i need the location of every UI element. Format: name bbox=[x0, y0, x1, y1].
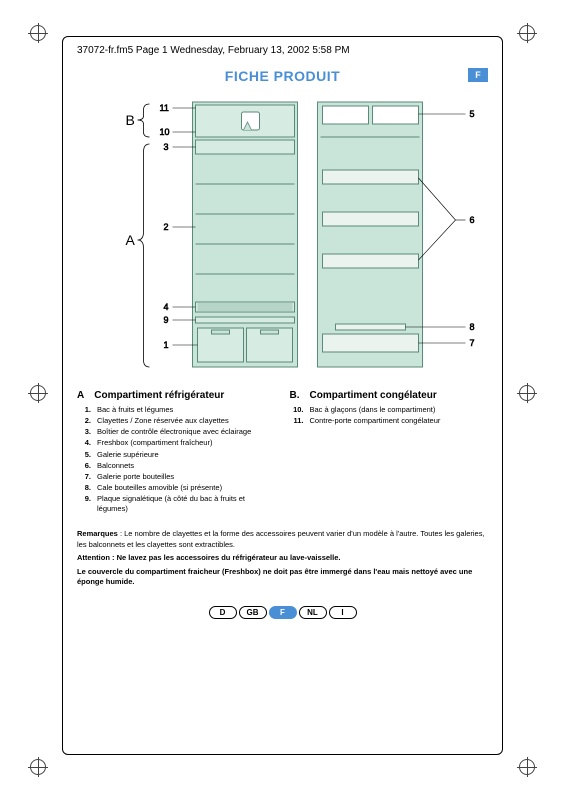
item-number: 4. bbox=[77, 438, 91, 448]
item-label: Freshbox (compartiment fraîcheur) bbox=[97, 438, 276, 448]
list-item: 4. Freshbox (compartiment fraîcheur) bbox=[77, 438, 276, 448]
section-a-letter: A bbox=[77, 390, 84, 401]
registration-mark-icon bbox=[30, 385, 46, 401]
item-number: 9. bbox=[77, 494, 91, 514]
list-item: 7. Galerie porte bouteilles bbox=[77, 472, 276, 482]
remarks: Remarques : Le nombre de clayettes et la… bbox=[77, 529, 488, 588]
registration-mark-icon bbox=[30, 25, 46, 41]
item-number: 8. bbox=[77, 483, 91, 493]
svg-text:1: 1 bbox=[164, 340, 169, 350]
list-item: 6. Balconnets bbox=[77, 461, 276, 471]
content-frame: 37072-fr.fm5 Page 1 Wednesday, February … bbox=[62, 36, 503, 755]
item-number: 10. bbox=[290, 405, 304, 415]
remarks-text-1: : Le nombre de clayettes et la forme des… bbox=[77, 529, 485, 549]
svg-text:11: 11 bbox=[160, 103, 169, 113]
fridge-diagram-svg: B A 11 10 3 2 4 9 1 5 bbox=[77, 92, 488, 382]
section-a: A Compartiment réfrigérateur 1. Bac à fru… bbox=[77, 390, 276, 515]
section-a-list: 1. Bac à fruits et légumes 2. Clayettes / Z… bbox=[77, 405, 276, 514]
language-selector: DGBFNLI bbox=[77, 602, 488, 620]
svg-text:10: 10 bbox=[160, 127, 170, 137]
item-number: 1. bbox=[77, 405, 91, 415]
remarks-attention: Attention : Ne lavez pas les accessoires… bbox=[77, 553, 488, 564]
section-b-letter: B. bbox=[290, 390, 300, 401]
language-badge: F bbox=[468, 68, 488, 82]
item-number: 2. bbox=[77, 416, 91, 426]
list-item: 5. Galerie supérieure bbox=[77, 450, 276, 460]
page-title: FICHE PRODUIT bbox=[225, 68, 340, 84]
label-A: A bbox=[126, 232, 136, 248]
remarks-freshbox: Le couvercle du compartiment fraicheur (… bbox=[77, 567, 488, 588]
language-pill-nl[interactable]: NL bbox=[299, 606, 327, 619]
remarks-label: Remarques bbox=[77, 529, 118, 538]
list-item: 10. Bac à glaçons (dans le compartiment) bbox=[290, 405, 489, 415]
svg-text:2: 2 bbox=[164, 222, 169, 232]
item-label: Balconnets bbox=[97, 461, 276, 471]
list-item: 9. Plaque signalétique (à côté du bac à f… bbox=[77, 494, 276, 514]
item-label: Bac à fruits et légumes bbox=[97, 405, 276, 415]
label-B: B bbox=[126, 112, 135, 128]
svg-text:3: 3 bbox=[164, 142, 169, 152]
item-number: 7. bbox=[77, 472, 91, 482]
list-item: 8. Cale bouteilles amovible (si présente) bbox=[77, 483, 276, 493]
page-header: 37072-fr.fm5 Page 1 Wednesday, February … bbox=[77, 45, 488, 56]
language-pill-gb[interactable]: GB bbox=[239, 606, 267, 619]
section-a-title: Compartiment réfrigérateur bbox=[94, 390, 224, 401]
item-label: Contre-porte compartiment congélateur bbox=[310, 416, 489, 426]
svg-text:4: 4 bbox=[164, 302, 169, 312]
section-b: B. Compartiment congélateur 10. Bac à gla… bbox=[290, 390, 489, 515]
item-label: Cale bouteilles amovible (si présente) bbox=[97, 483, 276, 493]
item-number: 5. bbox=[77, 450, 91, 460]
registration-mark-icon bbox=[519, 759, 535, 775]
registration-mark-icon bbox=[30, 759, 46, 775]
registration-mark-icon bbox=[519, 25, 535, 41]
svg-text:6: 6 bbox=[470, 215, 475, 225]
item-number: 11. bbox=[290, 416, 304, 426]
list-item: 3. Boîtier de contrôle électronique avec … bbox=[77, 427, 276, 437]
section-b-title: Compartiment congélateur bbox=[310, 390, 437, 401]
product-diagram: B A 11 10 3 2 4 9 1 5 bbox=[77, 92, 488, 382]
item-number: 3. bbox=[77, 427, 91, 437]
item-label: Clayettes / Zone réservée aux clayettes bbox=[97, 416, 276, 426]
item-number: 6. bbox=[77, 461, 91, 471]
language-pill-d[interactable]: D bbox=[209, 606, 237, 619]
svg-text:9: 9 bbox=[164, 315, 169, 325]
svg-text:7: 7 bbox=[470, 338, 475, 348]
list-item: 11. Contre-porte compartiment congélateur bbox=[290, 416, 489, 426]
language-pill-i[interactable]: I bbox=[329, 606, 357, 619]
item-label: Plaque signalétique (à côté du bac à fru… bbox=[97, 494, 276, 514]
item-label: Boîtier de contrôle électronique avec éc… bbox=[97, 427, 276, 437]
list-item: 2. Clayettes / Zone réservée aux clayette… bbox=[77, 416, 276, 426]
page: 37072-fr.fm5 Page 1 Wednesday, February … bbox=[0, 0, 565, 800]
list-item: 1. Bac à fruits et légumes bbox=[77, 405, 276, 415]
sections: A Compartiment réfrigérateur 1. Bac à fru… bbox=[77, 390, 488, 515]
language-pill-f[interactable]: F bbox=[269, 606, 297, 619]
registration-mark-icon bbox=[519, 385, 535, 401]
svg-text:8: 8 bbox=[470, 322, 475, 332]
title-row: FICHE PRODUIT F bbox=[77, 68, 488, 84]
item-label: Galerie porte bouteilles bbox=[97, 472, 276, 482]
section-b-list: 10.Bac à glaçons (dans le compartiment)1… bbox=[290, 405, 489, 426]
item-label: Galerie supérieure bbox=[97, 450, 276, 460]
item-label: Bac à glaçons (dans le compartiment) bbox=[310, 405, 489, 415]
svg-text:5: 5 bbox=[470, 109, 475, 119]
